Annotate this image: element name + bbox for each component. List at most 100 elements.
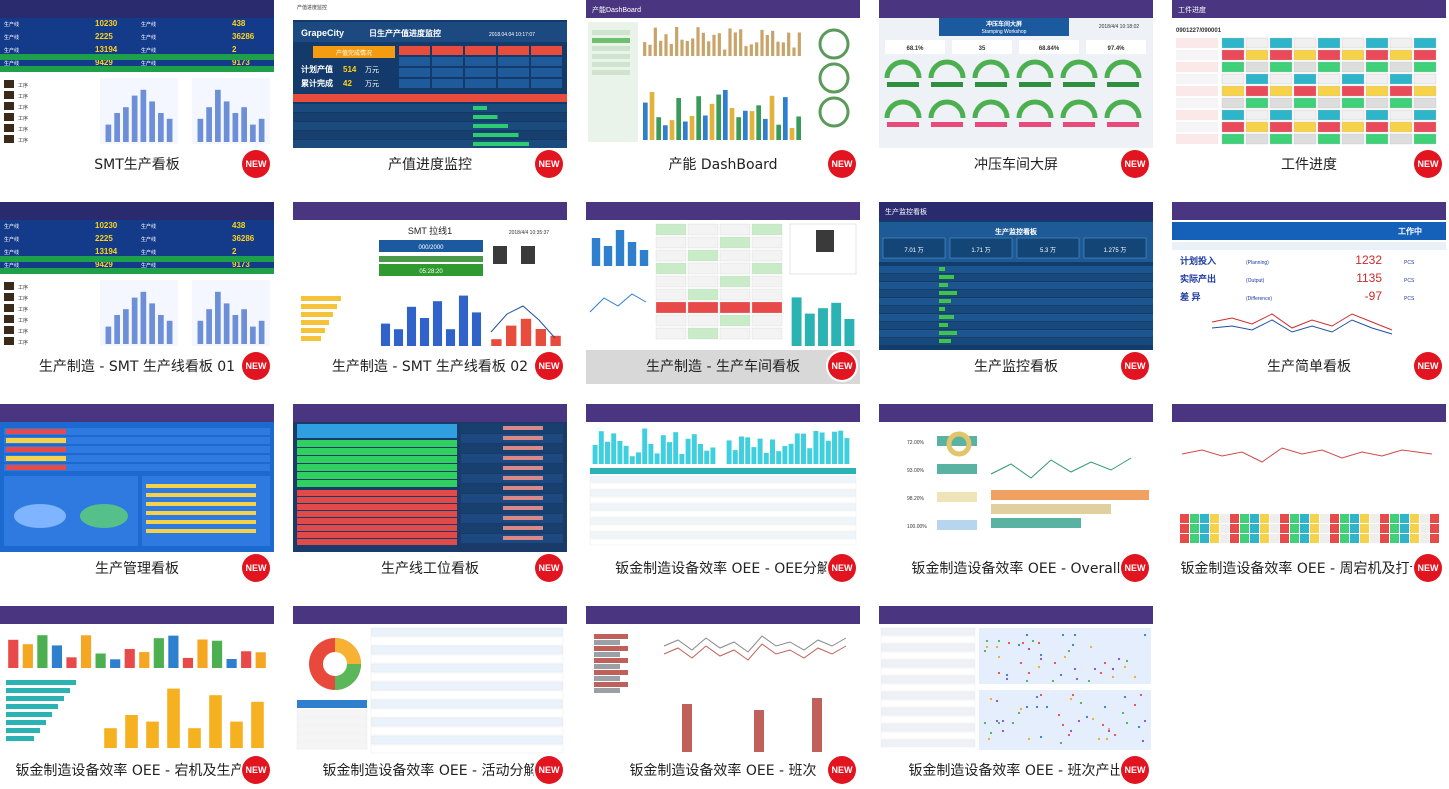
- dashboard-thumbnail[interactable]: 生产线 10230 生产线 438 生产线 2225 生产线 36286 生产线 13194 生产线…: [0, 0, 274, 148]
- card-caption[interactable]: 产值进度监控: [388, 157, 472, 173]
- progress-bar: [939, 283, 948, 287]
- card-caption[interactable]: 钣金制造设备效率 OEE - OEE分解: [615, 561, 831, 577]
- card-caption[interactable]: SMT生产看板: [94, 157, 180, 173]
- chart-bar: [158, 315, 164, 344]
- dashboard-card[interactable]: 工件进度 0901227/090001 工件进度 NEW: [1172, 0, 1446, 182]
- dashboard-thumbnail[interactable]: 产能DashBoard: [586, 0, 860, 148]
- dashboard-card[interactable]: 生产监控看板 生产监控看板 7.01 万 1.71 万 5.3 万 1.275 万生产监控…: [879, 202, 1153, 384]
- dashboard-card[interactable]: 生产线 10230 生产线 438 生产线 2225 生产线 36286 生产线 13194 生产线…: [0, 0, 274, 182]
- dashboard-thumbnail[interactable]: 冲压车间大屏 Stamping Workshop 2018/4/4 10:18:02…: [879, 0, 1153, 148]
- dashboard-card[interactable]: 钣金制造设备效率 OEE - 班次 NEW: [586, 606, 860, 788]
- chart-bar: [123, 107, 129, 142]
- dashboard-thumbnail[interactable]: 产值进度监控 GrapeCity 日生产产值进度监控 2018.04.04 10:17…: [293, 0, 567, 148]
- info-value: [503, 536, 543, 540]
- status-cell: [1180, 514, 1189, 523]
- dashboard-card[interactable]: 钣金制造设备效率 OEE - 周宕机及打卡时 NEW: [1172, 404, 1446, 586]
- dashboard-thumbnail[interactable]: [293, 404, 567, 552]
- dashboard-thumbnail[interactable]: [586, 404, 860, 552]
- card-caption[interactable]: 钣金制造设备效率 OEE - 活动分解: [322, 763, 538, 779]
- card-caption[interactable]: 冲压车间大屏: [974, 157, 1058, 173]
- card-caption[interactable]: 生产线工位看板: [381, 561, 479, 577]
- dashboard-card[interactable]: 生产制造 - 生产车间看板 NEW: [586, 202, 860, 384]
- dashboard-card[interactable]: 钣金制造设备效率 OEE - 宕机及生产率 NEW: [0, 606, 274, 788]
- dashboard-thumbnail[interactable]: SMT 拉线1 2018/4/4 10:35:37 000/2000 05:28:20: [293, 202, 567, 350]
- info-value: [503, 466, 543, 470]
- dashboard-card[interactable]: 生产管理看板 NEW: [0, 404, 274, 586]
- chart-bar: [726, 440, 732, 464]
- card-caption[interactable]: 产能 DashBoard: [668, 157, 778, 173]
- status-strip: [0, 54, 274, 60]
- thumbnail-preview: [0, 404, 274, 552]
- chart-bar: [167, 688, 180, 748]
- table-cell: [399, 57, 430, 66]
- status-cell: [1220, 524, 1229, 533]
- dashboard-thumbnail[interactable]: [586, 202, 860, 350]
- card-caption[interactable]: 生产制造 - 生产车间看板: [586, 350, 860, 384]
- dashboard-thumbnail[interactable]: [0, 404, 274, 552]
- metric-unit: PCS: [1404, 260, 1415, 266]
- card-caption[interactable]: 钣金制造设备效率 OEE - Overall: [911, 561, 1121, 577]
- scatter-point: [997, 639, 1001, 643]
- dashboard-thumbnail[interactable]: 生产线 10230 生产线 438 生产线 2225 生产线 36286 生产线 13194 生产线…: [0, 202, 274, 350]
- new-badge: NEW: [242, 554, 270, 582]
- dashboard-card[interactable]: 冲压车间大屏 Stamping Workshop 2018/4/4 10:18:02…: [879, 0, 1153, 182]
- dashboard-thumbnail[interactable]: 工作中 计划投入 (Planning) 1232 PCS 实际产出 (Output) 1135…: [1172, 202, 1446, 350]
- dashboard-thumbnail[interactable]: [0, 606, 274, 754]
- status-cell: [1220, 534, 1229, 543]
- scatter-point: [1103, 705, 1107, 709]
- chart-bar: [649, 91, 655, 140]
- dashboard-card[interactable]: 钣金制造设备效率 OEE - 班次产出 NEW: [879, 606, 1153, 788]
- card-caption[interactable]: 生产制造 - SMT 生产线看板 01: [38, 359, 236, 375]
- card-caption[interactable]: 生产简单看板: [1267, 359, 1351, 375]
- status-cell: [1341, 61, 1365, 73]
- status-cell: [1317, 37, 1341, 49]
- card-caption[interactable]: 生产管理看板: [95, 561, 179, 577]
- status-cell: [1221, 61, 1245, 73]
- status-cell: [1245, 73, 1269, 85]
- scatter-point: [1031, 639, 1035, 643]
- dashboard-thumbnail[interactable]: 工件进度 0901227/090001: [1172, 0, 1446, 148]
- dashboard-card[interactable]: 产值进度监控 GrapeCity 日生产产值进度监控 2018.04.04 10:17…: [293, 0, 567, 182]
- chart-bar: [114, 113, 120, 142]
- card-caption[interactable]: 钣金制造设备效率 OEE - 宕机及生产率: [15, 763, 259, 779]
- card-caption[interactable]: 钣金制造设备效率 OEE - 班次产出: [908, 763, 1124, 779]
- dashboard-card[interactable]: SMT 拉线1 2018/4/4 10:35:37 000/2000 05:28:20…: [293, 202, 567, 384]
- dashboard-card[interactable]: 产能DashBoard 产能 DashBoard NEW: [586, 0, 860, 182]
- dashboard-card[interactable]: 钣金制造设备效率 OEE - OEE分解 NEW: [586, 404, 860, 586]
- card-caption[interactable]: 钣金制造设备效率 OEE - 周宕机及打卡时: [1180, 561, 1438, 577]
- card-caption[interactable]: 生产监控看板: [974, 359, 1058, 375]
- dashboard-thumbnail[interactable]: [879, 606, 1153, 754]
- thumb-header: [293, 202, 567, 220]
- chart-bar: [776, 124, 781, 140]
- card-caption[interactable]: 生产制造 - SMT 生产线看板 02: [331, 359, 529, 375]
- dashboard-card[interactable]: 钣金制造设备效率 OEE - 活动分解 NEW: [293, 606, 567, 788]
- dashboard-card[interactable]: 生产线工位看板 NEW: [293, 404, 567, 586]
- dashboard-thumbnail[interactable]: 72.00% 93.00% 98.20% 100.00%: [879, 404, 1153, 552]
- table-row: [370, 627, 564, 637]
- avatar: [4, 304, 14, 312]
- status-cell: [1210, 514, 1219, 523]
- dashboard-thumbnail[interactable]: [586, 606, 860, 754]
- card-caption[interactable]: 工件进度: [1281, 157, 1337, 173]
- alert-row: [297, 518, 457, 524]
- thumbnail-preview: [293, 404, 567, 552]
- new-badge: NEW: [828, 150, 856, 178]
- row-label-cell: [1176, 50, 1218, 60]
- table-cell: [432, 46, 463, 55]
- table-cell: [465, 46, 496, 55]
- table-row: [879, 330, 1153, 337]
- oee-bar: [937, 436, 977, 446]
- status-cell: [655, 223, 687, 236]
- dashboard-card[interactable]: 72.00% 93.00% 98.20% 100.00% 钣金制造设备效率 OEE - …: [879, 404, 1153, 586]
- dashboard-card[interactable]: 生产线 10230 生产线 438 生产线 2225 生产线 36286 生产线 13194 生产线…: [0, 202, 274, 384]
- card-caption[interactable]: 钣金制造设备效率 OEE - 班次: [629, 763, 817, 779]
- dashboard-thumbnail[interactable]: [293, 606, 567, 754]
- chart-bar: [241, 107, 247, 142]
- note-line: [146, 484, 256, 488]
- dashboard-thumbnail[interactable]: [1172, 404, 1446, 552]
- table-row: [370, 672, 564, 682]
- chart-bar: [206, 107, 212, 142]
- dashboard-card[interactable]: 工作中 计划投入 (Planning) 1232 PCS 实际产出 (Output) 1135…: [1172, 202, 1446, 384]
- dashboard-thumbnail[interactable]: 生产监控看板 生产监控看板 7.01 万 1.71 万 5.3 万 1.275 万: [879, 202, 1153, 350]
- status-band: [1172, 222, 1446, 240]
